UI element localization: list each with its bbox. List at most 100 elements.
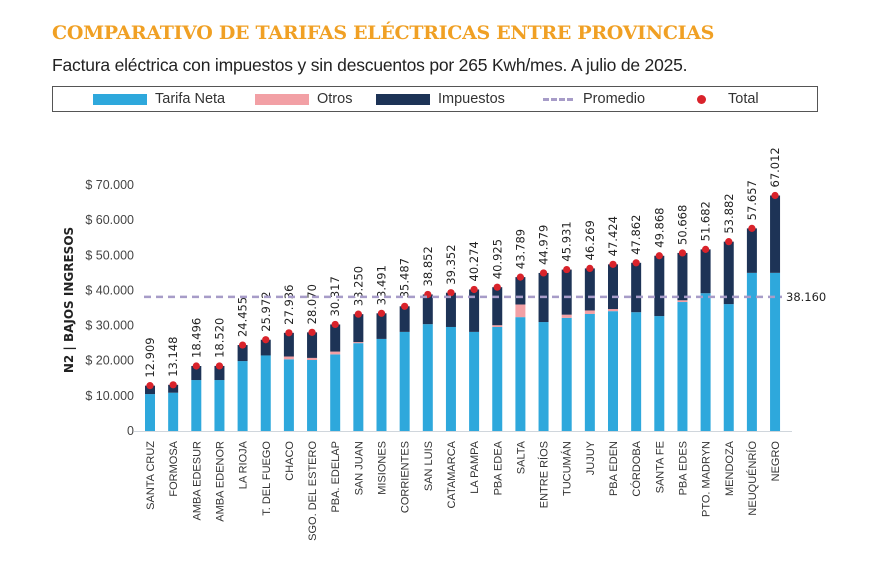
bar-segment-tarifa-neta (677, 302, 688, 431)
bar-segment-tarifa-neta (376, 338, 387, 431)
legend-item-promedio: Promedio (543, 87, 645, 111)
bar-segment-tarifa-neta (168, 392, 179, 431)
total-point (354, 310, 362, 318)
bar-segment-tarifa-neta (422, 324, 433, 431)
total-point (401, 302, 409, 310)
data-label: 27.936 (282, 285, 296, 325)
x-tick-label: CATAMARCA (446, 440, 458, 508)
total-point (169, 381, 177, 389)
total-point (285, 329, 293, 337)
bar-segment-impuestos (631, 262, 642, 313)
legend-item-tarifa-neta: Tarifa Neta (93, 87, 225, 111)
x-tick-label: MENDOZA (724, 440, 736, 496)
bar-segment-impuestos (353, 314, 364, 343)
x-tick-label: PTO. MADRYN (701, 441, 713, 517)
total-point (215, 362, 224, 370)
bar-segment-impuestos (677, 252, 688, 301)
bar-segment-otros (353, 342, 364, 344)
legend-label: Impuestos (438, 91, 505, 107)
bar-segment-impuestos (168, 384, 179, 393)
total-point (771, 191, 779, 200)
data-label: 38.852 (421, 246, 435, 286)
bar-segment-impuestos (654, 255, 665, 317)
data-label: 43.789 (513, 229, 527, 269)
data-label: 18.496 (189, 318, 203, 358)
total-point (632, 259, 640, 267)
total-point (192, 362, 200, 370)
y-tick-label: $ 30.000 (85, 319, 134, 333)
y-tick-label: $ 10.000 (85, 389, 134, 403)
data-label: 12.909 (143, 337, 157, 377)
total-point (586, 264, 594, 272)
bar-segment-impuestos (376, 313, 387, 339)
data-label: 57.657 (745, 180, 759, 220)
y-tick-label: $ 20.000 (85, 354, 134, 368)
legend-item-total: Total (697, 87, 759, 111)
data-label: 47.862 (629, 215, 643, 255)
x-tick-label: NEGRO (770, 441, 782, 482)
bar-segment-impuestos (330, 324, 341, 352)
bar-segment-tarifa-neta (353, 343, 364, 431)
bar-segment-impuestos (283, 332, 294, 357)
bar-segment-impuestos (399, 306, 410, 332)
bar-segment-tarifa-neta (770, 272, 781, 431)
bar-segment-tarifa-neta (191, 380, 202, 431)
bar-segment-impuestos (492, 287, 503, 326)
bar-segment-impuestos (746, 228, 757, 273)
x-tick-label: CÓRDOBA (630, 440, 643, 496)
legend-label: Tarifa Neta (155, 91, 226, 107)
data-label: 28.070 (305, 284, 319, 324)
legend-label: Promedio (583, 91, 646, 107)
data-label: 39.352 (444, 244, 458, 284)
x-tick-label: ENTRE RÍOS (538, 441, 551, 508)
x-tick-label: SALTA (515, 440, 527, 474)
data-label: 33.491 (375, 265, 389, 305)
total-point (262, 336, 270, 344)
total-point (563, 265, 571, 274)
x-tick-label: PBA EDEN (608, 441, 620, 496)
chart-title: COMPARATIVO DE TARIFAS ELÉCTRICAS ENTRE … (52, 22, 715, 44)
bar-segment-impuestos (191, 365, 202, 381)
bar-segment-tarifa-neta (538, 322, 549, 431)
y-tick-label: $ 40.000 (85, 283, 134, 297)
x-tick-label: AMBA EDESUR (191, 441, 203, 521)
bar-segment-tarifa-neta (515, 317, 526, 431)
bar-segment-tarifa-neta (746, 272, 757, 431)
bar-segment-impuestos (561, 269, 572, 315)
bar-segment-otros (492, 325, 503, 327)
bar-segment-impuestos (445, 292, 456, 327)
bar-segment-tarifa-neta (561, 317, 572, 431)
total-point (308, 328, 316, 336)
total-point (609, 260, 617, 268)
x-tick-label: PBA EDEA (492, 440, 504, 495)
y-tick-label: $ 50.000 (85, 248, 134, 262)
bar-segment-impuestos (515, 277, 526, 305)
bar-segment-impuestos (723, 241, 734, 305)
bar-segment-otros (515, 304, 526, 318)
bar-segment-impuestos (214, 365, 225, 381)
legend-label: Otros (317, 91, 353, 107)
bar-segment-impuestos (469, 289, 480, 332)
bar-segment-tarifa-neta (260, 355, 271, 431)
total-point (678, 249, 687, 257)
total-point (331, 320, 339, 329)
total-point (470, 285, 478, 294)
data-label: 49.868 (652, 207, 666, 247)
bar-segment-otros (608, 309, 618, 312)
bar-segment-tarifa-neta (283, 359, 294, 431)
data-label: 35.487 (398, 258, 412, 298)
data-label: 24.455 (236, 297, 250, 337)
data-label: 53.882 (722, 193, 736, 233)
x-tick-label: SGO. DEL ESTERO (307, 441, 319, 541)
data-label: 50.668 (675, 205, 689, 245)
bar-segment-impuestos (584, 268, 595, 311)
x-tick-label: LA PAMPA (469, 440, 481, 493)
data-label: 44.979 (537, 225, 551, 265)
total-point (493, 283, 501, 291)
x-tick-label: PBA EDES (677, 441, 689, 495)
bar-segment-impuestos (770, 195, 781, 273)
data-label: 18.520 (212, 318, 226, 358)
x-tick-label: MISIONES (377, 441, 389, 495)
x-tick-label: PBA. EDELAP (330, 441, 342, 513)
